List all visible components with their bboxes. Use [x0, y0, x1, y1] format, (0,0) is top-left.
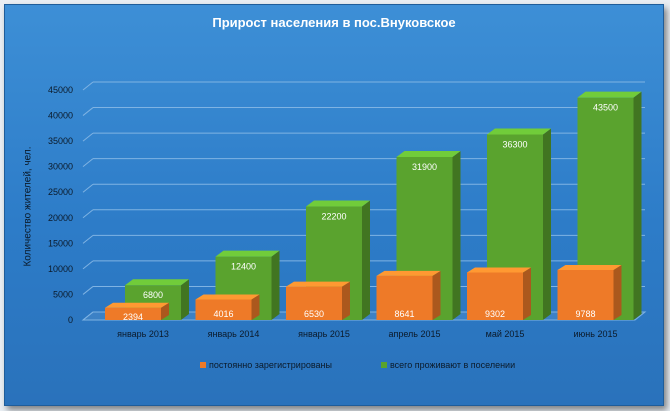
bar-registered-1-top — [195, 294, 260, 300]
bar-registered-0-top — [105, 302, 169, 308]
legend-swatch-green — [381, 362, 387, 368]
gridline-depth — [82, 81, 94, 91]
data-label-total: 36300 — [502, 139, 527, 149]
bar-total-4-side — [543, 128, 551, 320]
bar-registered-3-side — [432, 270, 441, 320]
bar-total-4-top — [487, 128, 551, 135]
bar-registered-1 — [195, 299, 252, 320]
gridline-depth — [82, 158, 94, 168]
data-label-registered: 8641 — [394, 309, 414, 319]
bar-total-5-top — [577, 91, 642, 98]
data-label-total: 31900 — [412, 162, 437, 172]
bar-registered-4-side — [523, 267, 531, 320]
bar-registered-4-top — [467, 267, 531, 273]
legend-item-total: всего проживают в поселении — [381, 360, 515, 370]
x-category-label: апрель 2015 — [388, 329, 440, 339]
chart-frame: Прирост населения в пос.Внуковское Колич… — [4, 4, 664, 406]
y-tick-label: 0 — [68, 315, 73, 325]
bar-total-0-top — [125, 279, 189, 286]
y-tick-label: 20000 — [48, 213, 73, 223]
data-label-registered: 9302 — [485, 309, 505, 319]
bar-registered-3 — [376, 275, 433, 320]
bar-registered-0-side — [161, 302, 169, 320]
gridline-depth — [82, 183, 94, 193]
bar-total-2-side — [362, 200, 370, 320]
bar-registered-1-side — [251, 294, 260, 320]
data-label-total: 22200 — [321, 212, 346, 222]
legend-label-total: всего проживают в поселении — [390, 360, 516, 370]
gridline-depth — [82, 107, 94, 116]
data-label-total: 6800 — [143, 290, 163, 300]
y-tick-label: 45000 — [48, 85, 73, 95]
data-label-total: 43500 — [593, 103, 618, 113]
gridline-depth — [82, 132, 94, 142]
y-tick-label: 15000 — [48, 238, 73, 248]
data-label-total: 12400 — [231, 262, 256, 272]
bar-registered-5-side — [613, 264, 622, 320]
gridline-depth — [82, 286, 94, 295]
bar-registered-3-top — [376, 270, 441, 276]
bar-total-1-side — [271, 250, 280, 320]
gridline-depth — [82, 234, 94, 244]
bar-total-5-side — [633, 91, 642, 321]
x-category-label: январь 2013 — [117, 329, 169, 339]
y-tick-label: 10000 — [48, 264, 73, 274]
bar-registered-2-top — [286, 281, 350, 287]
chart-title: Прирост населения в пос.Внуковское — [212, 15, 456, 30]
bar-registered-0 — [105, 307, 161, 320]
y-tick-label: 40000 — [48, 111, 73, 121]
data-label-registered: 9788 — [575, 309, 595, 319]
legend-swatch-orange — [200, 362, 206, 368]
gridline-depth — [82, 209, 94, 219]
data-label-registered: 2394 — [123, 312, 143, 322]
bar-total-3-top — [396, 150, 461, 157]
x-category-label: январь 2014 — [208, 329, 260, 339]
legend-label-registered: постоянно зарегистрированы — [209, 360, 332, 370]
y-tick-label: 25000 — [48, 187, 73, 197]
bar-total-2-top — [306, 200, 370, 207]
y-tick-label: 30000 — [48, 162, 73, 172]
legend-item-registered: постоянно зарегистрированы — [200, 360, 332, 370]
bar-total-0-side — [181, 279, 189, 320]
bar-registered-4 — [467, 272, 523, 320]
bar-total-1-top — [215, 250, 280, 257]
bar-total-3-side — [452, 150, 461, 320]
bar-registered-2-side — [342, 281, 350, 320]
bar-registered-5 — [557, 269, 614, 320]
y-tick-label: 35000 — [48, 136, 73, 146]
bar-registered-5-top — [557, 264, 622, 270]
data-label-registered: 4016 — [213, 309, 233, 319]
data-label-registered: 6530 — [304, 309, 324, 319]
gridline-depth — [82, 260, 94, 270]
x-category-label: июнь 2015 — [574, 329, 618, 339]
bar-registered-2 — [286, 286, 342, 320]
bar-chart: 0 5000 10000 15000 20000 25000 30000 35000 40000… — [48, 81, 647, 339]
x-category-label: январь 2015 — [298, 329, 350, 339]
y-tick-label: 5000 — [53, 289, 73, 299]
x-category-label: май 2015 — [486, 329, 525, 339]
